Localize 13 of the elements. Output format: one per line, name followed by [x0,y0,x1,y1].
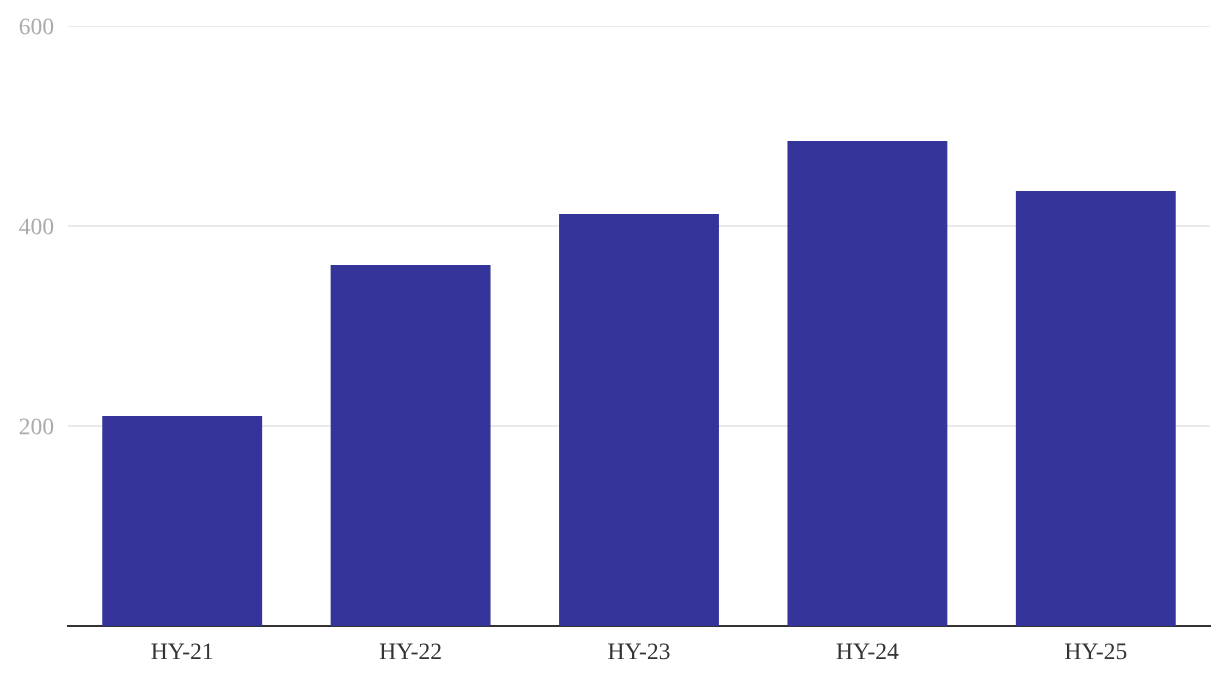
bar [330,265,491,626]
x-tick-label: HY-25 [1065,643,1127,660]
y-tick-label: 200 [19,418,54,435]
bar [102,416,263,626]
x-tick-label: HY-24 [836,643,899,660]
x-tick-label: HY-21 [151,643,213,660]
bar [1015,191,1176,626]
y-tick-label: 600 [19,18,54,35]
x-tick-label: HY-23 [608,643,670,660]
bar [787,141,948,626]
y-tick-label: 400 [19,218,54,235]
bar [559,214,719,626]
x-tick-label: HY-22 [379,643,441,660]
